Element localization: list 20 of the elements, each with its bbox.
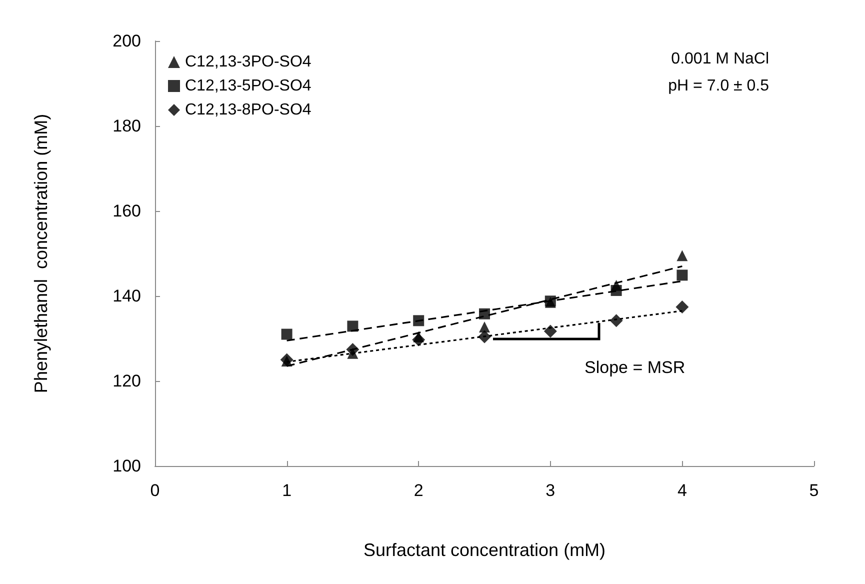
y-tick-label: 160 [112, 202, 141, 220]
annotation: Slope = MSR [584, 358, 686, 377]
x-axis-title: Surfactant concentration (mM) [363, 540, 606, 560]
legend-label: C12,13-5PO-SO4 [185, 78, 312, 94]
x-tick-label: 4 [677, 481, 687, 500]
annotation: pH = 7.0 ± 0.5 [668, 78, 770, 94]
x-tick-label: 5 [809, 481, 819, 500]
annotation: 0.001 M NaCl [671, 50, 770, 68]
x-tick-label: 0 [150, 481, 160, 500]
y-axis-title: Phenylethanol concentration (mM) [31, 114, 51, 394]
x-tick-label: 1 [282, 481, 292, 500]
legend-label: C12,13-8PO-SO4 [185, 102, 312, 118]
legend-label: C12,13-3PO-SO4 [185, 54, 312, 70]
x-tick-label: 2 [414, 481, 424, 500]
y-tick-label: 120 [112, 372, 141, 390]
y-tick-label: 140 [112, 286, 141, 306]
x-tick-label: 3 [546, 481, 556, 500]
y-tick-label: 200 [112, 32, 141, 50]
y-tick-label: 100 [112, 456, 141, 476]
y-tick-label: 180 [112, 116, 141, 136]
